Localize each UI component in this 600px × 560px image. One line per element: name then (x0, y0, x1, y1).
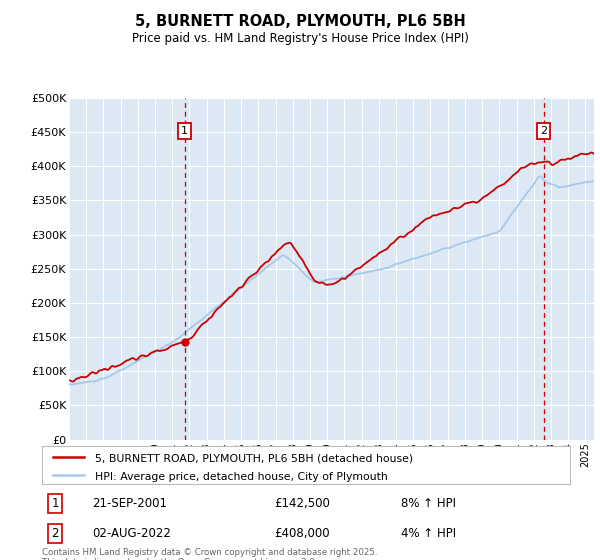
Text: 1: 1 (181, 126, 188, 136)
Text: 1: 1 (52, 497, 59, 510)
Text: 2: 2 (540, 126, 547, 136)
Text: Contains HM Land Registry data © Crown copyright and database right 2025.
This d: Contains HM Land Registry data © Crown c… (42, 548, 377, 560)
Text: HPI: Average price, detached house, City of Plymouth: HPI: Average price, detached house, City… (95, 472, 388, 482)
Text: £408,000: £408,000 (274, 526, 330, 540)
Text: 02-AUG-2022: 02-AUG-2022 (92, 526, 171, 540)
Text: 8% ↑ HPI: 8% ↑ HPI (401, 497, 456, 510)
Text: 5, BURNETT ROAD, PLYMOUTH, PL6 5BH: 5, BURNETT ROAD, PLYMOUTH, PL6 5BH (134, 14, 466, 29)
Text: Price paid vs. HM Land Registry's House Price Index (HPI): Price paid vs. HM Land Registry's House … (131, 32, 469, 45)
Text: 5, BURNETT ROAD, PLYMOUTH, PL6 5BH (detached house): 5, BURNETT ROAD, PLYMOUTH, PL6 5BH (deta… (95, 454, 413, 464)
Text: 4% ↑ HPI: 4% ↑ HPI (401, 526, 456, 540)
Text: 2: 2 (52, 526, 59, 540)
Text: £142,500: £142,500 (274, 497, 330, 510)
Text: 21-SEP-2001: 21-SEP-2001 (92, 497, 167, 510)
